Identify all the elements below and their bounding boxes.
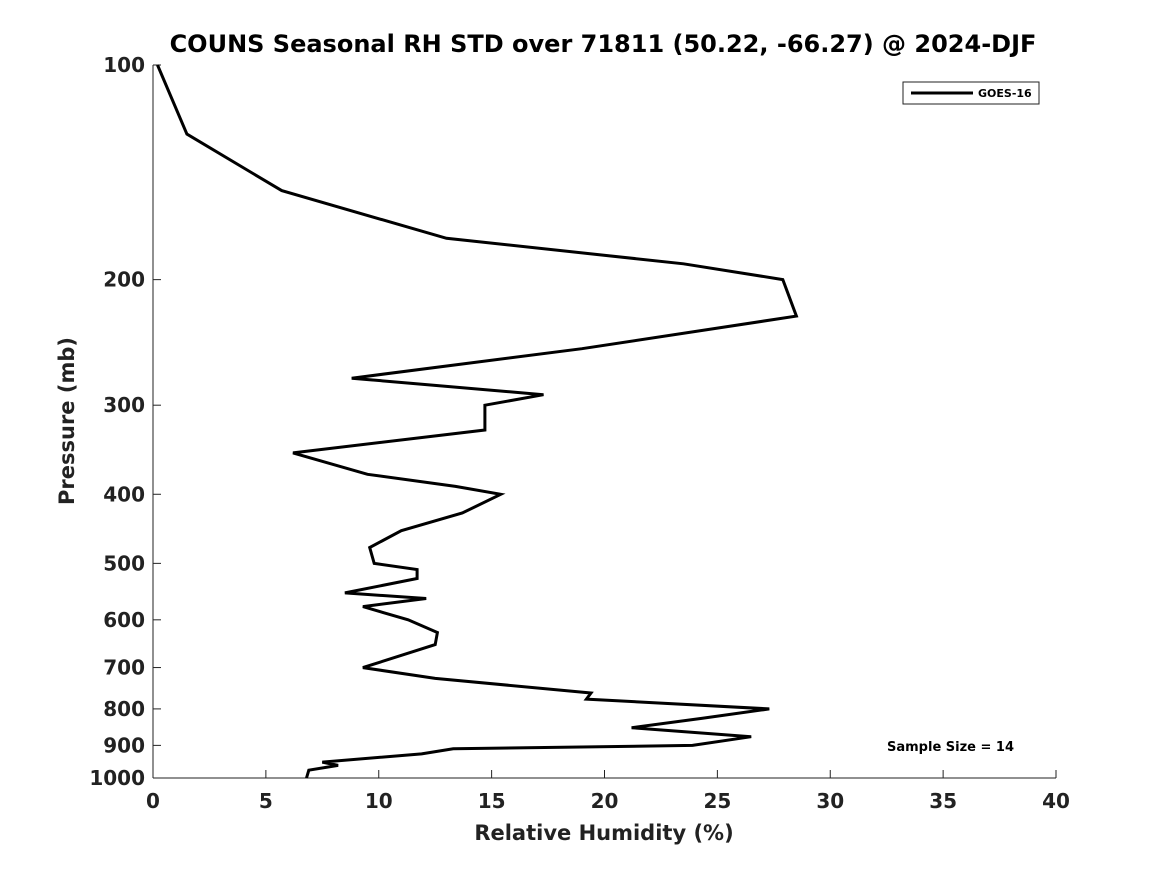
x-tick-label: 35 [929, 789, 957, 813]
x-tick-label: 30 [816, 789, 844, 813]
x-tick-label: 40 [1042, 789, 1070, 813]
x-axis-label: Relative Humidity (%) [474, 821, 733, 845]
y-tick-label: 500 [103, 551, 145, 575]
x-tick-label: 10 [365, 789, 393, 813]
legend: GOES-16 [902, 81, 1040, 105]
plot-area [152, 65, 1056, 779]
chart-title: COUNS Seasonal RH STD over 71811 (50.22,… [170, 30, 1037, 58]
y-tick-label: 200 [103, 268, 145, 292]
x-tick-label: 25 [703, 789, 731, 813]
x-tick-label: 5 [259, 789, 273, 813]
y-tick-label: 900 [103, 733, 145, 757]
y-tick-label: 700 [103, 656, 145, 680]
x-tick-label: 0 [146, 789, 160, 813]
series-layer [156, 64, 799, 779]
legend-label-goes-16: GOES-16 [978, 87, 1032, 100]
series-line-goes-16 [156, 64, 799, 779]
x-ticks: 0 5 10 15 20 25 30 35 40 [146, 770, 1070, 813]
y-tick-label: 600 [103, 608, 145, 632]
x-tick-label: 15 [478, 789, 506, 813]
y-tick-label: 400 [103, 482, 145, 506]
y-tick-label: 1000 [89, 766, 145, 790]
y-tick-label: 300 [103, 393, 145, 417]
sample-size-annotation: Sample Size = 14 [887, 740, 1014, 755]
y-axis-label: Pressure (mb) [55, 337, 79, 505]
y-tick-label: 100 [103, 53, 145, 77]
y-tick-label: 800 [103, 697, 145, 721]
x-tick-label: 20 [591, 789, 619, 813]
y-ticks: 100 200 300 400 500 600 700 800 900 1000 [89, 53, 161, 790]
